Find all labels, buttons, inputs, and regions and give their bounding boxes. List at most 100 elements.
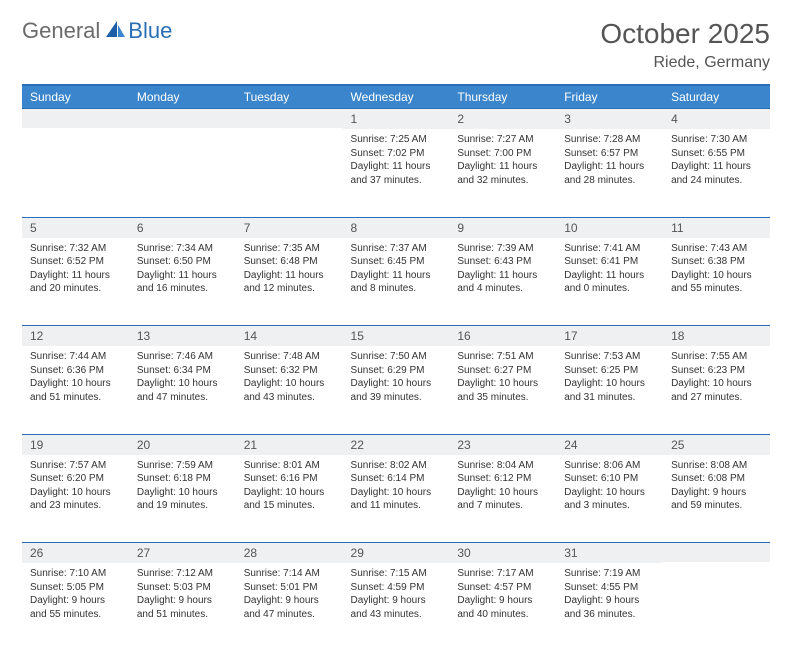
day-cell-body bbox=[22, 129, 129, 217]
day-body: Sunrise: 7:17 AMSunset: 4:57 PMDaylight:… bbox=[449, 563, 556, 635]
sunrise-text: Sunrise: 7:55 AM bbox=[671, 350, 762, 364]
sunrise-text: Sunrise: 8:02 AM bbox=[351, 459, 442, 473]
day-body: Sunrise: 7:37 AMSunset: 6:45 PMDaylight:… bbox=[343, 238, 450, 310]
day-cell-number: 19 bbox=[22, 434, 129, 455]
sunset-text: Sunset: 5:01 PM bbox=[244, 581, 335, 595]
month-title: October 2025 bbox=[600, 18, 770, 50]
sunrise-text: Sunrise: 7:35 AM bbox=[244, 242, 335, 256]
sunset-text: Sunset: 6:48 PM bbox=[244, 255, 335, 269]
logo: General Blue bbox=[22, 18, 172, 44]
sunrise-text: Sunrise: 7:37 AM bbox=[351, 242, 442, 256]
weekday-header: Monday bbox=[129, 85, 236, 109]
day-body: Sunrise: 7:15 AMSunset: 4:59 PMDaylight:… bbox=[343, 563, 450, 635]
day-cell-body: Sunrise: 7:59 AMSunset: 6:18 PMDaylight:… bbox=[129, 455, 236, 543]
sunset-text: Sunset: 6:41 PM bbox=[564, 255, 655, 269]
sunrise-text: Sunrise: 7:15 AM bbox=[351, 567, 442, 581]
sunset-text: Sunset: 4:57 PM bbox=[457, 581, 548, 595]
daylight-text: Daylight: 10 hours and 31 minutes. bbox=[564, 377, 655, 404]
day-cell-number: 12 bbox=[22, 326, 129, 347]
day-number: 10 bbox=[556, 218, 663, 238]
day-number: 15 bbox=[343, 326, 450, 346]
logo-text-1: General bbox=[22, 18, 100, 44]
daylight-text: Daylight: 11 hours and 4 minutes. bbox=[457, 269, 548, 296]
day-cell-body bbox=[663, 563, 770, 651]
sunrise-text: Sunrise: 7:51 AM bbox=[457, 350, 548, 364]
day-cell-number: 2 bbox=[449, 109, 556, 130]
daylight-text: Daylight: 9 hours and 43 minutes. bbox=[351, 594, 442, 621]
daylight-text: Daylight: 10 hours and 27 minutes. bbox=[671, 377, 762, 404]
day-cell-body: Sunrise: 7:48 AMSunset: 6:32 PMDaylight:… bbox=[236, 346, 343, 434]
day-cell-number: 17 bbox=[556, 326, 663, 347]
daylight-text: Daylight: 10 hours and 15 minutes. bbox=[244, 486, 335, 513]
day-cell-body: Sunrise: 7:12 AMSunset: 5:03 PMDaylight:… bbox=[129, 563, 236, 651]
day-cell-body: Sunrise: 7:34 AMSunset: 6:50 PMDaylight:… bbox=[129, 238, 236, 326]
day-number: 3 bbox=[556, 109, 663, 129]
title-block: October 2025 Riede, Germany bbox=[600, 18, 770, 72]
sunrise-text: Sunrise: 7:30 AM bbox=[671, 133, 762, 147]
day-cell-number: 20 bbox=[129, 434, 236, 455]
sunrise-text: Sunrise: 7:57 AM bbox=[30, 459, 121, 473]
day-cell-body: Sunrise: 7:28 AMSunset: 6:57 PMDaylight:… bbox=[556, 129, 663, 217]
day-cell-body: Sunrise: 8:08 AMSunset: 6:08 PMDaylight:… bbox=[663, 455, 770, 543]
daylight-text: Daylight: 10 hours and 55 minutes. bbox=[671, 269, 762, 296]
week-daynum-row: 19202122232425 bbox=[22, 434, 770, 455]
day-cell-body: Sunrise: 7:25 AMSunset: 7:02 PMDaylight:… bbox=[343, 129, 450, 217]
day-body: Sunrise: 7:28 AMSunset: 6:57 PMDaylight:… bbox=[556, 129, 663, 201]
sunset-text: Sunset: 6:14 PM bbox=[351, 472, 442, 486]
day-number: 8 bbox=[343, 218, 450, 238]
day-body: Sunrise: 8:01 AMSunset: 6:16 PMDaylight:… bbox=[236, 455, 343, 527]
sunset-text: Sunset: 4:59 PM bbox=[351, 581, 442, 595]
day-body: Sunrise: 7:10 AMSunset: 5:05 PMDaylight:… bbox=[22, 563, 129, 635]
sunrise-text: Sunrise: 7:14 AM bbox=[244, 567, 335, 581]
daylight-text: Daylight: 11 hours and 16 minutes. bbox=[137, 269, 228, 296]
sunset-text: Sunset: 6:52 PM bbox=[30, 255, 121, 269]
day-body: Sunrise: 7:39 AMSunset: 6:43 PMDaylight:… bbox=[449, 238, 556, 310]
day-cell-number bbox=[663, 543, 770, 564]
sunset-text: Sunset: 6:32 PM bbox=[244, 364, 335, 378]
day-cell-body: Sunrise: 8:01 AMSunset: 6:16 PMDaylight:… bbox=[236, 455, 343, 543]
sunrise-text: Sunrise: 7:43 AM bbox=[671, 242, 762, 256]
day-cell-number: 25 bbox=[663, 434, 770, 455]
daylight-text: Daylight: 11 hours and 12 minutes. bbox=[244, 269, 335, 296]
sunset-text: Sunset: 6:10 PM bbox=[564, 472, 655, 486]
sunrise-text: Sunrise: 7:34 AM bbox=[137, 242, 228, 256]
day-body: Sunrise: 8:06 AMSunset: 6:10 PMDaylight:… bbox=[556, 455, 663, 527]
day-body: Sunrise: 7:19 AMSunset: 4:55 PMDaylight:… bbox=[556, 563, 663, 635]
sunset-text: Sunset: 5:03 PM bbox=[137, 581, 228, 595]
sunset-text: Sunset: 6:27 PM bbox=[457, 364, 548, 378]
daylight-text: Daylight: 9 hours and 40 minutes. bbox=[457, 594, 548, 621]
header: General Blue October 2025 Riede, Germany bbox=[22, 18, 770, 72]
week-daynum-row: 1234 bbox=[22, 109, 770, 130]
day-cell-body: Sunrise: 7:32 AMSunset: 6:52 PMDaylight:… bbox=[22, 238, 129, 326]
weekday-header: Thursday bbox=[449, 85, 556, 109]
day-cell-body bbox=[236, 129, 343, 217]
daylight-text: Daylight: 9 hours and 47 minutes. bbox=[244, 594, 335, 621]
day-cell-number bbox=[236, 109, 343, 130]
day-number: 23 bbox=[449, 435, 556, 455]
daylight-text: Daylight: 10 hours and 35 minutes. bbox=[457, 377, 548, 404]
daylight-text: Daylight: 10 hours and 23 minutes. bbox=[30, 486, 121, 513]
day-cell-number: 31 bbox=[556, 543, 663, 564]
calendar-body: 1234Sunrise: 7:25 AMSunset: 7:02 PMDayli… bbox=[22, 109, 770, 652]
day-number: 29 bbox=[343, 543, 450, 563]
sunrise-text: Sunrise: 7:12 AM bbox=[137, 567, 228, 581]
week-body-row: Sunrise: 7:57 AMSunset: 6:20 PMDaylight:… bbox=[22, 455, 770, 543]
sunset-text: Sunset: 6:45 PM bbox=[351, 255, 442, 269]
sunrise-text: Sunrise: 7:50 AM bbox=[351, 350, 442, 364]
day-cell-number bbox=[129, 109, 236, 130]
day-number: 11 bbox=[663, 218, 770, 238]
day-number: 6 bbox=[129, 218, 236, 238]
day-cell-number: 7 bbox=[236, 217, 343, 238]
day-number: 24 bbox=[556, 435, 663, 455]
day-cell-number: 22 bbox=[343, 434, 450, 455]
day-cell-number: 11 bbox=[663, 217, 770, 238]
day-cell-number: 26 bbox=[22, 543, 129, 564]
day-cell-body: Sunrise: 7:37 AMSunset: 6:45 PMDaylight:… bbox=[343, 238, 450, 326]
sunrise-text: Sunrise: 7:48 AM bbox=[244, 350, 335, 364]
sunrise-text: Sunrise: 7:19 AM bbox=[564, 567, 655, 581]
daylight-text: Daylight: 11 hours and 28 minutes. bbox=[564, 160, 655, 187]
day-number: 16 bbox=[449, 326, 556, 346]
daylight-text: Daylight: 11 hours and 37 minutes. bbox=[351, 160, 442, 187]
day-body: Sunrise: 7:57 AMSunset: 6:20 PMDaylight:… bbox=[22, 455, 129, 527]
week-body-row: Sunrise: 7:25 AMSunset: 7:02 PMDaylight:… bbox=[22, 129, 770, 217]
